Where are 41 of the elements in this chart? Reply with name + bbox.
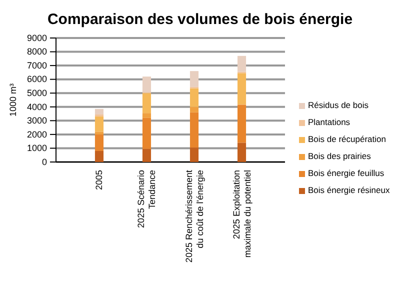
y-tick-label: 9000 [26, 32, 47, 43]
legend-label: Bois des prairies [308, 151, 371, 161]
legend-label: Plantations [308, 117, 350, 127]
bar [190, 148, 199, 162]
bar [190, 106, 199, 112]
y-tick-label: 7000 [26, 60, 47, 70]
y-tick-label: 5000 [26, 88, 47, 98]
chart-title: Comparaison des volumes de bois énergie [47, 11, 353, 28]
bar [142, 93, 152, 114]
bar [94, 132, 104, 134]
bar [142, 148, 152, 162]
legend-label: Bois de récupération [308, 134, 386, 144]
legend-label: Bois énergie feuillus [308, 168, 384, 178]
bar [237, 142, 246, 162]
legend-label: Résidus de bois [308, 100, 368, 110]
bar [142, 76, 152, 92]
bar [237, 104, 246, 143]
bar [94, 114, 104, 117]
y-tick-label: 3000 [26, 116, 47, 126]
bar [94, 150, 104, 162]
y-axis-title: 1000 m³ [8, 83, 18, 117]
y-tick-label: 8000 [26, 46, 47, 57]
bar [237, 56, 246, 72]
x-tick-label: 2025 Scénario Tendance [136, 170, 158, 228]
y-tick-label: 2000 [26, 129, 47, 140]
y-tick-label: 6000 [26, 74, 47, 84]
bar [142, 118, 152, 149]
bar [94, 108, 104, 114]
y-tick-label: 0 [42, 156, 47, 167]
legend-label: Bois énergie résineux [308, 185, 390, 195]
bar [190, 71, 199, 87]
y-tick-label: 1000 [26, 143, 47, 154]
x-tick-label: 2025 Renchérissement du coût de l'énergie [184, 170, 205, 263]
bar [94, 134, 104, 151]
bar [190, 112, 199, 148]
bar [94, 116, 104, 132]
y-tick-label: 4000 [26, 102, 47, 112]
bar [190, 88, 199, 107]
bar [142, 113, 152, 118]
bar [237, 73, 246, 104]
x-tick-label: 2005 [94, 170, 104, 190]
